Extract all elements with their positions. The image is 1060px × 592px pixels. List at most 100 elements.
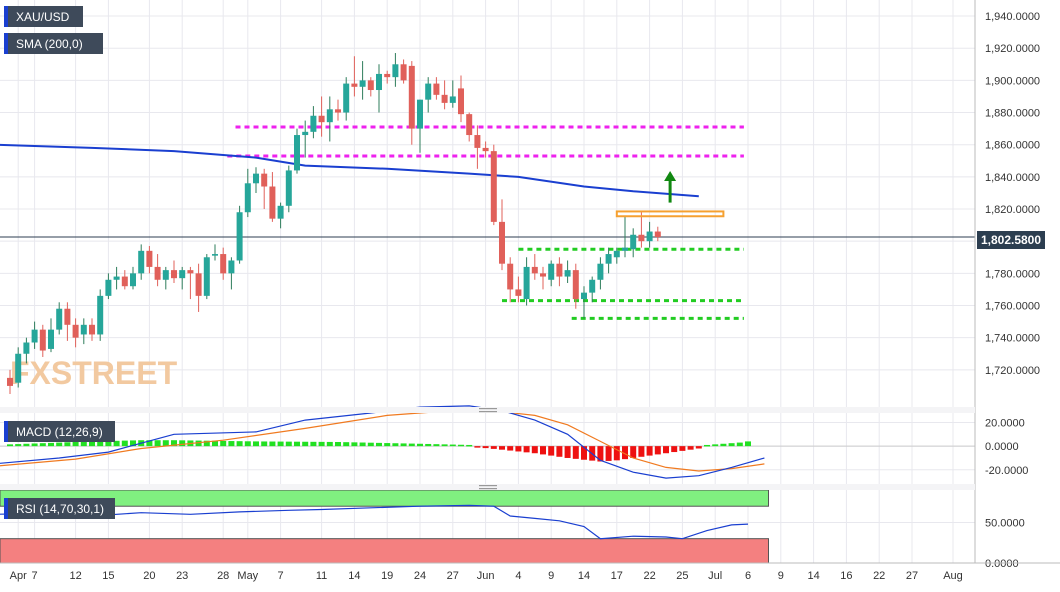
macd-label-text: MACD (12,26,9) — [16, 425, 103, 439]
rsi-line — [0, 504, 749, 540]
macd-histogram-bar-negative — [507, 446, 514, 451]
candle-bullish — [376, 73, 382, 91]
candle-bullish — [613, 250, 620, 258]
x-tick-label: 17 — [611, 570, 623, 582]
candle-bearish — [540, 273, 546, 277]
candle-bearish — [121, 276, 128, 287]
rsi-resize-handle-icon[interactable] — [479, 485, 497, 487]
candle-bullish — [564, 270, 571, 277]
macd-histogram-bar-positive — [154, 440, 161, 447]
x-tick-label: 28 — [217, 570, 229, 582]
candle-bearish — [441, 94, 448, 103]
price-tick-label: 1,760.0000 — [985, 301, 1040, 313]
macd-histogram-bar-positive — [285, 441, 292, 447]
candle-bearish — [572, 270, 579, 300]
macd-histogram-bar-positive — [179, 440, 186, 447]
candle-bearish — [408, 65, 415, 129]
candle-bullish — [138, 250, 145, 274]
macd-resize-handle-icon[interactable] — [479, 408, 497, 410]
symbol-label[interactable]: XAU/USD — [4, 6, 83, 27]
macd-histogram-bar-positive — [433, 444, 440, 447]
candle-bullish — [581, 292, 587, 300]
candle-bullish — [630, 234, 637, 250]
macd-panel-divider[interactable] — [0, 407, 975, 413]
macd-label[interactable]: MACD (12,26,9) — [4, 421, 115, 442]
x-tick-label: Jul — [708, 570, 722, 582]
candle-bearish — [154, 266, 161, 280]
macd-histogram-bar-positive — [400, 443, 407, 447]
macd-histogram-bar-positive — [351, 442, 358, 447]
macd-histogram-bar-positive — [294, 441, 300, 447]
rsi-label-bg — [4, 498, 115, 519]
macd-histogram-bar-positive — [72, 441, 79, 447]
macd-histogram-bar-negative — [679, 446, 686, 451]
candle-bullish — [244, 183, 251, 213]
rsi-panel-divider[interactable] — [0, 484, 975, 490]
macd-resize-handle-icon-2[interactable] — [479, 411, 497, 413]
candle-bullish — [392, 64, 399, 78]
rsi-resize-handle-icon-2[interactable] — [479, 488, 497, 490]
candle-bullish — [277, 205, 284, 219]
x-tick-label: 22 — [643, 570, 655, 582]
candle-bullish — [622, 247, 628, 251]
candle-bearish — [220, 254, 227, 274]
macd-histogram-bar-positive — [367, 442, 374, 447]
macd-histogram-bar-positive — [212, 440, 218, 447]
x-tick-label: 25 — [676, 570, 688, 582]
price-tick-label: 1,740.0000 — [985, 333, 1040, 345]
resistance-zone — [615, 210, 725, 218]
macd-histogram-bar-positive — [89, 441, 95, 447]
last-price-tag-bg — [977, 231, 1045, 249]
macd-histogram-bar-positive — [228, 441, 235, 447]
x-tick-label: 19 — [381, 570, 393, 582]
macd-histogram-bar-negative — [638, 446, 645, 457]
x-tick-label: 6 — [745, 570, 751, 582]
price-tick-label: 1,780.0000 — [985, 268, 1040, 280]
sma-label[interactable]: SMA (200,0) — [4, 33, 103, 54]
macd-histogram-bar-negative — [564, 446, 571, 458]
x-tick-label: 24 — [414, 570, 426, 582]
macd-histogram-bar-negative — [572, 446, 579, 459]
candle-bullish — [179, 270, 186, 279]
price-tick-label: 1,840.0000 — [985, 172, 1040, 184]
macd-histogram-bar-negative — [540, 446, 546, 455]
macd-histogram-bar-positive — [277, 441, 284, 447]
macd-histogram-bar-positive — [253, 441, 259, 447]
rsi-label[interactable]: RSI (14,70,30,1) — [4, 498, 115, 519]
candle-bearish — [335, 109, 341, 113]
macd-histogram-bar-negative — [671, 446, 678, 453]
candle-bullish — [646, 231, 653, 242]
x-tick-label: Aug — [943, 570, 963, 582]
candle-bearish — [261, 173, 268, 187]
macd-histogram-bar-positive — [392, 443, 399, 447]
macd-tick-label: -20.0000 — [985, 465, 1028, 477]
x-tick-label: 27 — [447, 570, 459, 582]
candle-bearish — [171, 270, 177, 279]
candle-bullish — [105, 279, 112, 296]
macd-histogram-bar-positive — [39, 443, 46, 447]
candle-bullish — [48, 329, 54, 349]
macd-histogram-bar-positive — [162, 440, 169, 447]
x-tick-label: 12 — [69, 570, 81, 582]
macd-histogram-bar-positive — [326, 441, 333, 447]
macd-histogram-bar-positive — [48, 442, 54, 447]
macd-histogram-bar-positive — [359, 442, 366, 447]
macd-tick-label: 20.0000 — [985, 417, 1025, 429]
x-tick-label: 27 — [906, 570, 918, 582]
price-tick-label: 1,880.0000 — [985, 108, 1040, 120]
macd-histogram-bar-positive — [704, 444, 710, 447]
candle-bullish — [523, 266, 530, 300]
macd-histogram-bar-positive — [56, 442, 63, 447]
macd-histogram-bar-negative — [687, 446, 694, 450]
macd-histogram-bar-negative — [515, 446, 522, 452]
macd-histogram-bar-positive — [335, 441, 341, 447]
price-panel — [0, 53, 975, 394]
candle-bullish — [326, 109, 333, 123]
macd-histogram-bar-negative — [597, 446, 604, 462]
x-tick-label: 14 — [348, 570, 360, 582]
x-tick-label: 16 — [840, 570, 852, 582]
macd-histogram-bar-negative — [646, 446, 653, 456]
candle-bearish — [7, 377, 13, 386]
candle-bullish — [56, 308, 63, 330]
